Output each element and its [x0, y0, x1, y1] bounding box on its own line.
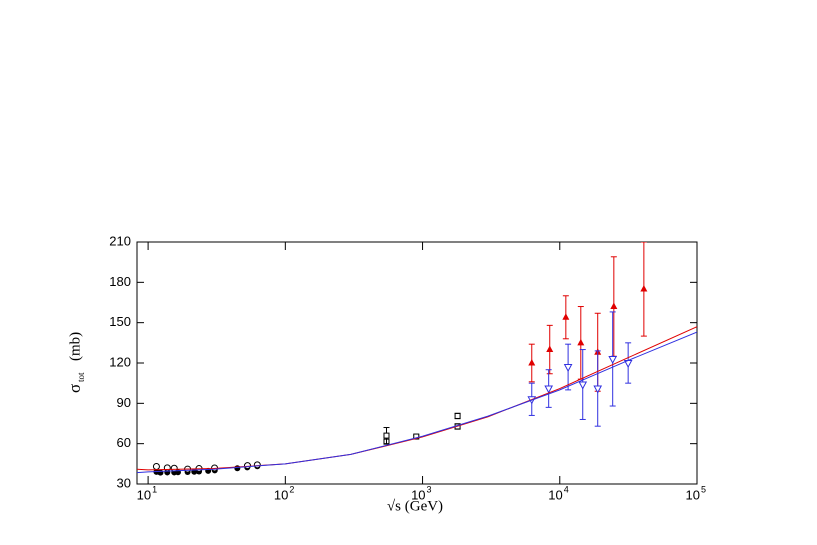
point	[253, 461, 261, 469]
y-tick-label: 150	[109, 314, 131, 329]
y-tick-label: 120	[109, 354, 131, 369]
x-tick-exponent: 5	[701, 484, 706, 494]
x-tick-exponent: 3	[427, 484, 432, 494]
y-axis-label-sub: tot	[76, 372, 86, 382]
series	[528, 242, 648, 392]
y-tick-label: 180	[109, 274, 131, 289]
series	[527, 311, 633, 427]
y-axis-label-unit: (mb)	[67, 332, 83, 361]
fit-curve	[137, 331, 697, 474]
point	[413, 433, 420, 440]
point	[610, 302, 618, 310]
point	[578, 381, 588, 390]
point	[546, 345, 554, 353]
x-tick-exponent: 1	[152, 484, 157, 494]
point	[234, 465, 241, 472]
x-tick-label: 10	[137, 487, 151, 502]
y-tick-label: 90	[117, 395, 131, 410]
x-tick-label: 10	[686, 487, 700, 502]
x-tick-label: 10	[274, 487, 288, 502]
point	[528, 359, 536, 366]
x-tick-exponent: 2	[289, 484, 294, 494]
y-tick-label: 60	[117, 435, 131, 450]
x-tick-label: 10	[411, 487, 425, 502]
point	[577, 338, 585, 346]
point	[593, 385, 603, 394]
point	[544, 385, 554, 394]
point	[152, 463, 160, 471]
y-axis-label-group: σ tot (mb)	[65, 332, 86, 393]
y-axis-label: σ	[65, 384, 84, 393]
point	[243, 462, 251, 470]
point	[454, 412, 461, 419]
y-tick-label: 210	[109, 233, 131, 248]
point	[383, 432, 390, 439]
x-tick-label: 10	[548, 487, 562, 502]
point	[562, 313, 570, 320]
x-tick-exponent: 4	[564, 484, 569, 494]
point	[608, 355, 618, 365]
point	[640, 285, 648, 292]
point	[157, 469, 164, 476]
y-tick-label: 30	[117, 475, 131, 490]
x-axis-label: √s (GeV)	[387, 498, 443, 514]
point	[563, 364, 573, 373]
series	[137, 331, 697, 474]
